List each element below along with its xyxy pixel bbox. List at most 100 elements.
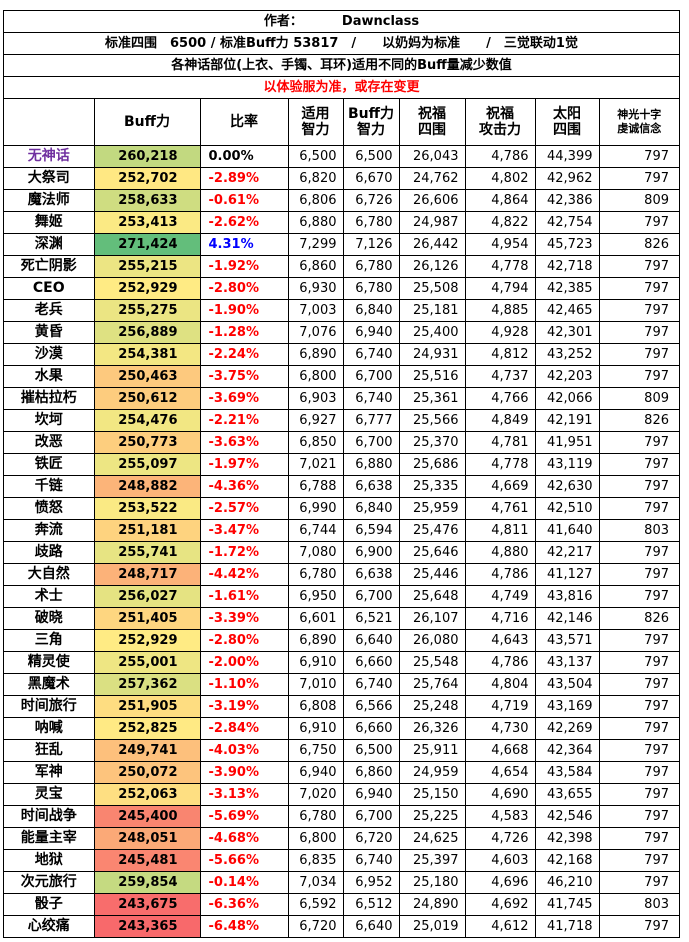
bless-atk-cell: 4,864 (464, 189, 536, 212)
int-buff-cell: 6,740 (342, 673, 400, 696)
bless-atk-cell: 4,668 (464, 739, 536, 762)
bless-stat-cell: 25,180 (398, 871, 466, 894)
bless-stat-cell: 25,248 (398, 695, 466, 718)
table-row: 心绞痛 243,365 -6.48% 6,720 6,640 25,019 4,612 41,… (4, 915, 679, 937)
sun-stat-cell: 46,210 (534, 871, 600, 894)
buff-cell: 271,424 (93, 233, 201, 256)
ratio-cell: -2.57% (199, 497, 289, 520)
bless-stat-cell: 26,107 (398, 607, 466, 630)
int-apply-cell: 7,299 (287, 233, 344, 256)
table-row: 狂乱 249,741 -4.03% 6,750 6,500 25,911 4,668 42,3… (4, 739, 679, 762)
cross-cell: 797 (598, 827, 679, 850)
sun-stat-cell: 42,630 (534, 475, 600, 498)
buff-cell: 256,889 (93, 321, 201, 344)
myth-name-cell: 狂乱 (4, 739, 95, 762)
sun-stat-cell: 42,146 (534, 607, 600, 630)
bless-atk-cell: 4,583 (464, 805, 536, 828)
sun-stat-cell: 42,301 (534, 321, 600, 344)
myth-name-cell: 沙漠 (4, 343, 95, 366)
sun-stat-cell: 42,191 (534, 409, 600, 432)
sun-stat-cell: 42,364 (534, 739, 600, 762)
myth-name-cell: 次元旅行 (4, 871, 95, 894)
sun-stat-cell: 42,269 (534, 717, 600, 740)
myth-name-cell: 破晓 (4, 607, 95, 630)
buff-cell: 252,929 (93, 629, 201, 652)
cross-cell: 826 (598, 607, 679, 630)
ratio-cell: -3.13% (199, 783, 289, 806)
table-row: 魔法师 258,633 -0.61% 6,806 6,726 26,606 4,864 42,… (4, 189, 679, 212)
cross-cell: 797 (598, 365, 679, 388)
bless-atk-cell: 4,778 (464, 453, 536, 476)
bless-atk-cell: 4,692 (464, 893, 536, 916)
ratio-cell: -5.66% (199, 849, 289, 872)
bless-stat-cell: 24,762 (398, 167, 466, 190)
buff-cell: 251,181 (93, 519, 201, 542)
cross-cell: 797 (598, 783, 679, 806)
int-apply-cell: 6,808 (287, 695, 344, 718)
cross-cell: 826 (598, 233, 679, 256)
buff-cell: 258,633 (93, 189, 201, 212)
int-buff-cell: 6,521 (342, 607, 400, 630)
int-buff-cell: 6,640 (342, 915, 400, 937)
bless-atk-cell: 4,737 (464, 365, 536, 388)
int-buff-cell: 6,840 (342, 299, 400, 322)
table-row: 黄昏 256,889 -1.28% 7,076 6,940 25,400 4,928 42,3… (4, 321, 679, 344)
buff-cell: 250,612 (93, 387, 201, 410)
int-buff-cell: 6,512 (342, 893, 400, 916)
cross-cell: 797 (598, 563, 679, 586)
table-row: 时间旅行 251,905 -3.19% 6,808 6,566 25,248 4,719 43… (4, 695, 679, 718)
bless-stat-cell: 26,043 (398, 145, 466, 168)
bless-atk-cell: 4,603 (464, 849, 536, 872)
ratio-cell: -6.48% (199, 915, 289, 937)
myth-name-cell: 军神 (4, 761, 95, 784)
int-apply-cell: 7,080 (287, 541, 344, 564)
header-bless-atk: 祝福 攻击力 (464, 98, 536, 146)
ratio-cell: 0.00% (199, 145, 289, 168)
ratio-cell: -1.97% (199, 453, 289, 476)
ratio-cell: -2.62% (199, 211, 289, 234)
int-apply-cell: 6,820 (287, 167, 344, 190)
int-buff-cell: 6,900 (342, 541, 400, 564)
cross-cell: 797 (598, 167, 679, 190)
int-apply-cell: 6,850 (287, 431, 344, 454)
table-row: 骰子 243,675 -6.36% 6,592 6,512 24,890 4,692 41,7… (4, 893, 679, 916)
int-apply-cell: 6,592 (287, 893, 344, 916)
table-row: CEO 252,929 -2.80% 6,930 6,780 25,508 4,794 42,… (4, 277, 679, 300)
table-row: 歧路 255,741 -1.72% 7,080 6,900 25,646 4,880 42,2… (4, 541, 679, 564)
ratio-cell: -1.28% (199, 321, 289, 344)
int-apply-cell: 7,020 (287, 783, 344, 806)
header-bless-stat: 祝福 四围 (398, 98, 466, 146)
buff-cell: 249,741 (93, 739, 201, 762)
bless-stat-cell: 25,566 (398, 409, 466, 432)
int-buff-cell: 6,640 (342, 629, 400, 652)
sun-stat-cell: 44,399 (534, 145, 600, 168)
buff-cell: 255,215 (93, 255, 201, 278)
cross-cell: 797 (598, 475, 679, 498)
ratio-cell: -2.80% (199, 629, 289, 652)
myth-name-cell: 能量主宰 (4, 827, 95, 850)
int-apply-cell: 6,720 (287, 915, 344, 937)
int-apply-cell: 6,940 (287, 761, 344, 784)
table-row: 深渊 271,424 4.31% 7,299 7,126 26,442 4,954 45,72… (4, 233, 679, 256)
int-buff-cell: 6,740 (342, 387, 400, 410)
myth-name-cell: 死亡阴影 (4, 255, 95, 278)
bless-atk-cell: 4,696 (464, 871, 536, 894)
standard-line: 标准四围 6500 / 标准Buff力 53817 / 以奶妈为标准 / 三觉联… (4, 33, 679, 55)
buff-cell: 243,365 (93, 915, 201, 937)
bless-stat-cell: 25,911 (398, 739, 466, 762)
sun-stat-cell: 41,718 (534, 915, 600, 937)
myth-name-cell: 歧路 (4, 541, 95, 564)
sun-stat-cell: 42,962 (534, 167, 600, 190)
int-apply-cell: 6,880 (287, 211, 344, 234)
note-line: 以体验服为准，或存在变更 (263, 80, 420, 95)
int-apply-cell: 6,890 (287, 629, 344, 652)
table-row: 地狱 245,481 -5.66% 6,835 6,740 25,397 4,603 42,1… (4, 849, 679, 872)
bless-atk-cell: 4,849 (464, 409, 536, 432)
myth-name-cell: 愤怒 (4, 497, 95, 520)
myth-name-cell: 舞姬 (4, 211, 95, 234)
int-apply-cell: 6,950 (287, 585, 344, 608)
buff-cell: 259,854 (93, 871, 201, 894)
header-buff: Buff力 (93, 98, 201, 146)
sun-stat-cell: 43,119 (534, 453, 600, 476)
int-apply-cell: 6,903 (287, 387, 344, 410)
